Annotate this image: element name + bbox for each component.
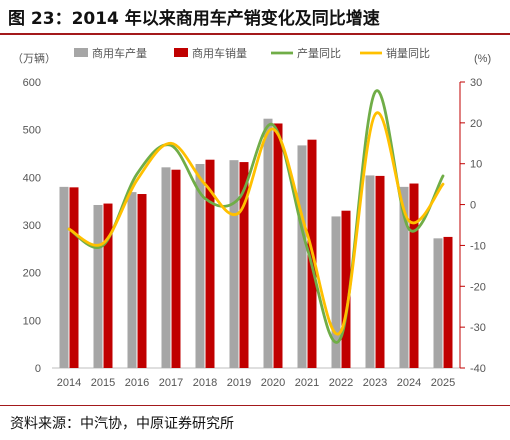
left-tick-label: 300 bbox=[23, 220, 41, 232]
sales-bar bbox=[69, 187, 79, 368]
right-tick-label: 10 bbox=[470, 159, 482, 171]
left-tick-label: 0 bbox=[35, 363, 41, 375]
bottom-rule bbox=[0, 405, 510, 406]
x-tick-label: 2024 bbox=[397, 377, 421, 389]
x-tick-label: 2018 bbox=[193, 377, 217, 389]
legend-swatch bbox=[74, 48, 88, 57]
x-tick-label: 2025 bbox=[431, 377, 455, 389]
x-axis-labels: 2014 2015 2016 2017 2018 2019 2020 2021 2022 2023… bbox=[57, 377, 455, 389]
production-bar bbox=[93, 204, 103, 368]
production-bar bbox=[297, 145, 307, 368]
legend-swatch bbox=[174, 48, 188, 57]
production-bar bbox=[229, 160, 239, 368]
left-axis-unit: （万辆） bbox=[12, 51, 56, 65]
production-bar bbox=[433, 238, 443, 368]
production-bar bbox=[263, 118, 273, 368]
right-tick-label: -10 bbox=[470, 240, 486, 252]
left-axis-ticks: 0 100 200 300 400 500 600 bbox=[23, 77, 41, 375]
right-tick-label: -20 bbox=[470, 281, 486, 293]
right-tick-label: 30 bbox=[470, 77, 482, 89]
x-tick-label: 2022 bbox=[329, 377, 353, 389]
x-tick-label: 2019 bbox=[227, 377, 251, 389]
x-tick-label: 2020 bbox=[261, 377, 285, 389]
right-tick-label: -40 bbox=[470, 363, 486, 375]
sales-bar bbox=[137, 194, 147, 368]
legend-label: 商用车产量 bbox=[92, 46, 147, 60]
production-bar bbox=[399, 186, 409, 368]
production-bar bbox=[195, 163, 205, 368]
sales-bar bbox=[171, 169, 181, 368]
sales-bar bbox=[443, 236, 453, 368]
production-bar bbox=[365, 175, 375, 368]
sales-bar bbox=[409, 183, 419, 368]
sales-bar bbox=[239, 162, 249, 368]
production-bar bbox=[161, 167, 171, 368]
right-axis-unit: (%) bbox=[474, 53, 491, 65]
right-tick-label: 20 bbox=[470, 118, 482, 130]
legend-label: 产量同比 bbox=[297, 46, 341, 60]
x-tick-label: 2016 bbox=[125, 377, 149, 389]
sales-bar bbox=[375, 175, 385, 368]
x-tick-label: 2017 bbox=[159, 377, 183, 389]
production-bar bbox=[127, 192, 137, 368]
production-bar bbox=[331, 216, 341, 368]
x-tick-label: 2021 bbox=[295, 377, 319, 389]
left-tick-label: 400 bbox=[23, 172, 41, 184]
production-bar bbox=[59, 186, 69, 368]
right-axis-ticks: 30 20 10 0 -10 -20 -30 -40 bbox=[460, 77, 486, 375]
x-tick-label: 2015 bbox=[91, 377, 115, 389]
left-tick-label: 200 bbox=[23, 268, 41, 280]
right-tick-label: 0 bbox=[470, 200, 476, 212]
x-tick-label: 2023 bbox=[363, 377, 387, 389]
source-note: 资料来源：中汽协，中原证券研究所 bbox=[10, 416, 234, 432]
left-tick-label: 100 bbox=[23, 315, 41, 327]
left-tick-label: 500 bbox=[23, 125, 41, 137]
lines-group bbox=[67, 89, 445, 344]
title-rule bbox=[0, 33, 510, 35]
legend-label: 销量同比 bbox=[386, 46, 430, 60]
figure-title: 图 23：2014 年以来商用车产销变化及同比增速 bbox=[8, 9, 380, 29]
sales-yoy-line bbox=[67, 111, 445, 336]
legend: 商用车产量 商用车销量 产量同比 销量同比 bbox=[74, 46, 430, 60]
sales-bar bbox=[103, 203, 113, 368]
legend-label: 商用车销量 bbox=[192, 46, 247, 60]
sales-bar bbox=[205, 159, 215, 368]
sales-bar bbox=[273, 123, 283, 368]
left-tick-label: 600 bbox=[23, 77, 41, 89]
x-tick-label: 2014 bbox=[57, 377, 81, 389]
right-tick-label: -30 bbox=[470, 322, 486, 334]
sales-bar bbox=[341, 210, 351, 368]
